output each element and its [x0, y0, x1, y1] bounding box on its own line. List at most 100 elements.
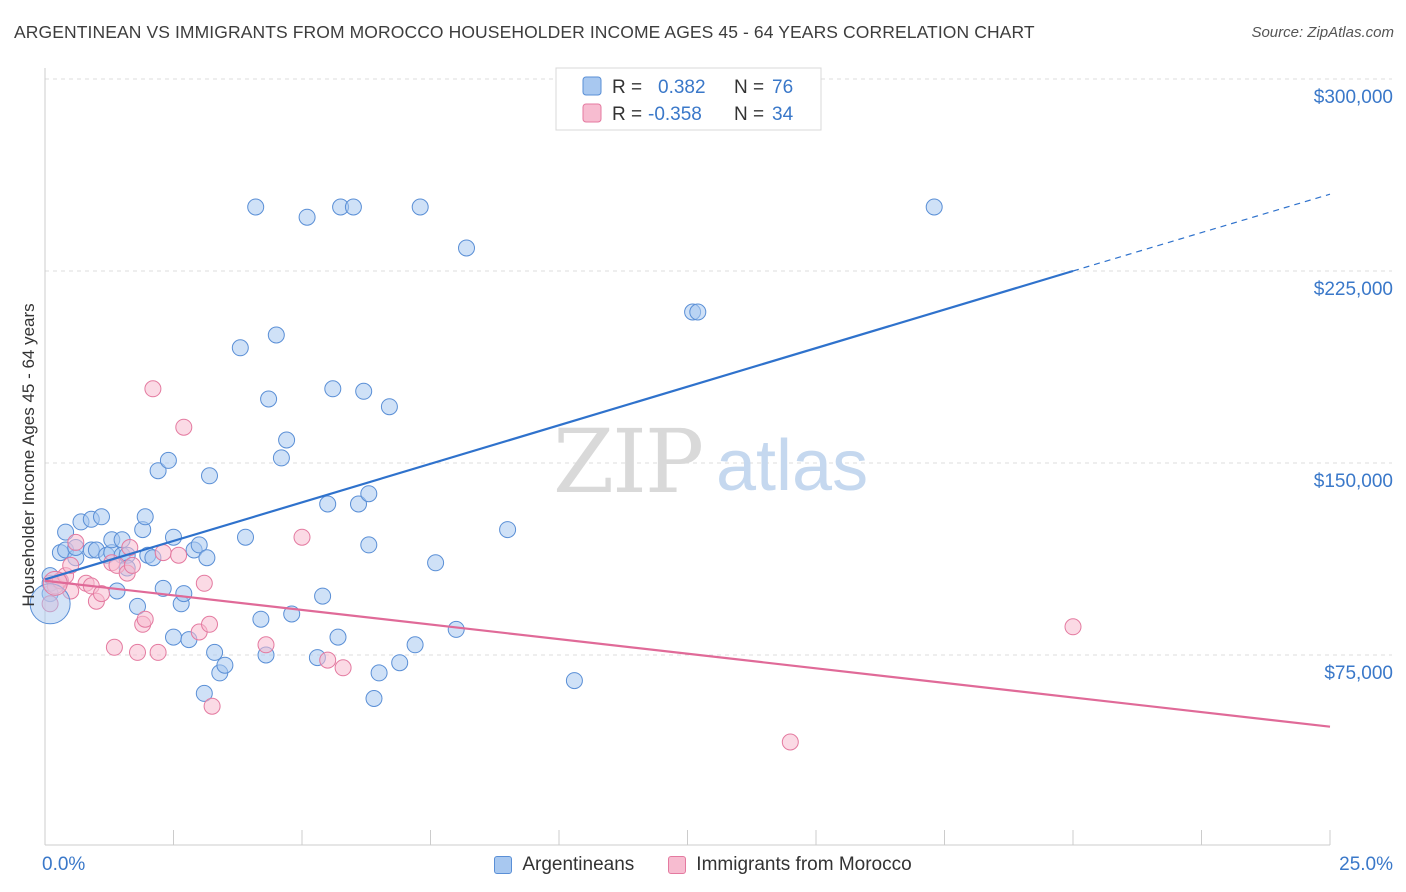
y-tick-label-0: $75,000 — [1324, 663, 1393, 684]
point-argentineans-28 — [154, 579, 172, 597]
point-argentineans-42 — [216, 656, 234, 674]
point-argentineans-77 — [689, 303, 707, 321]
point-morocco-4 — [62, 556, 80, 574]
point-morocco-22 — [154, 544, 172, 562]
point-argentineans-78 — [925, 198, 943, 216]
point-argentineans-40 — [206, 643, 224, 661]
point-morocco-27 — [201, 615, 218, 633]
point-argentineans-70 — [411, 198, 429, 216]
point-argentineans-49 — [267, 326, 285, 344]
stats-n-value-1: 76 — [772, 77, 793, 98]
point-morocco-31 — [319, 651, 337, 669]
stats-r-label-2: R = — [612, 104, 642, 125]
watermark: ZIP atlas — [553, 410, 868, 513]
point-argentineans-57 — [324, 380, 342, 398]
point-argentineans-56 — [319, 495, 337, 513]
stats-r-label-1: R = — [612, 77, 642, 98]
point-morocco-30 — [293, 528, 311, 546]
point-morocco-32 — [334, 659, 352, 677]
y-tick-label-1: $150,000 — [1314, 471, 1393, 492]
legend-label-argentineans: Argentineans — [522, 854, 635, 875]
point-morocco-17 — [129, 643, 146, 661]
point-argentineans-45 — [247, 198, 265, 216]
point-argentineans-27 — [149, 462, 167, 480]
trend-line-argentineans — [44, 269, 1074, 581]
trend-line-morocco — [44, 579, 1331, 728]
point-argentineans-43 — [231, 339, 249, 357]
point-argentineans-38 — [198, 549, 216, 567]
point-morocco-24 — [175, 418, 193, 436]
point-argentineans-71 — [427, 554, 445, 572]
point-morocco-29 — [257, 636, 275, 654]
point-argentineans-61 — [350, 495, 367, 513]
trend-line-argentineans-extension — [1072, 193, 1331, 272]
x-tick-label-0: 0.0% — [42, 854, 85, 875]
point-morocco-23 — [170, 546, 188, 564]
legend-swatch-pink — [668, 856, 687, 874]
point-argentineans-6 — [57, 523, 75, 541]
point-argentineans-29 — [159, 451, 177, 469]
point-argentineans-46 — [252, 610, 270, 628]
point-morocco-26 — [195, 574, 213, 592]
axes-layer — [44, 68, 1331, 846]
legend-label-morocco: Immigrants from Morocco — [696, 854, 912, 875]
series-morocco — [41, 380, 1082, 751]
point-argentineans-63 — [360, 536, 378, 554]
point-argentineans-62 — [355, 382, 373, 400]
stats-swatch-pink — [582, 103, 602, 123]
point-argentineans-48 — [260, 390, 278, 408]
stats-r-value-2: -0.358 — [648, 104, 702, 125]
point-argentineans-39 — [201, 467, 218, 485]
point-argentineans-66 — [370, 664, 388, 682]
point-argentineans-24 — [136, 508, 154, 526]
point-argentineans-73 — [458, 239, 475, 257]
point-morocco-34 — [1064, 618, 1082, 636]
point-argentineans-37 — [195, 684, 213, 702]
x-tick-labels: 0.0% 25.0% — [42, 854, 1393, 875]
point-argentineans-68 — [391, 654, 409, 672]
point-morocco-21 — [149, 643, 167, 661]
y-axis-label: Householder Income Ages 45 - 64 years — [19, 303, 38, 606]
point-argentineans-75 — [565, 672, 583, 690]
point-morocco-33 — [781, 733, 799, 751]
y-tick-label-2: $225,000 — [1314, 279, 1393, 300]
point-morocco-20 — [144, 380, 162, 398]
stats-r-value-1: 0.382 — [658, 77, 706, 98]
point-argentineans-36 — [190, 536, 208, 554]
legend-item-argentineans[interactable]: Argentineans — [494, 854, 634, 876]
stats-n-value-2: 34 — [772, 104, 794, 125]
point-morocco-28 — [203, 697, 221, 715]
chart-title: ARGENTINEAN VS IMMIGRANTS FROM MOROCCO H… — [14, 22, 1035, 42]
points-layer — [29, 198, 1082, 751]
point-morocco-19 — [136, 610, 154, 628]
grid-layer — [45, 78, 1392, 656]
point-argentineans-67 — [380, 398, 398, 416]
x-tick-label-1: 25.0% — [1339, 854, 1393, 875]
point-argentineans-58 — [329, 628, 347, 646]
point-argentineans-50 — [272, 449, 290, 467]
point-argentineans-60 — [344, 198, 362, 216]
point-argentineans-55 — [314, 587, 332, 605]
watermark-zip: ZIP — [553, 410, 702, 513]
point-argentineans-17 — [108, 582, 126, 600]
point-argentineans-69 — [406, 636, 424, 654]
point-argentineans-30 — [165, 628, 182, 646]
point-argentineans-33 — [175, 585, 193, 603]
point-morocco-16 — [123, 556, 141, 574]
bottom-legend: Argentineans Immigrants from Morocco — [0, 851, 1406, 879]
y-tick-label-3: $300,000 — [1314, 87, 1393, 108]
stats-legend: R = 0.382 N = 76 R = -0.358 N = 34 — [555, 67, 822, 131]
legend-item-morocco[interactable]: Immigrants from Morocco — [668, 854, 912, 876]
point-argentineans-13 — [93, 508, 110, 526]
point-morocco-15 — [121, 539, 139, 556]
point-morocco-10 — [93, 585, 110, 603]
point-argentineans-72 — [447, 620, 465, 638]
point-argentineans-53 — [298, 208, 316, 226]
legend-swatch-blue — [494, 856, 513, 874]
point-argentineans-65 — [365, 690, 383, 707]
stats-swatch-blue — [582, 76, 602, 96]
watermark-atlas: atlas — [716, 426, 868, 506]
point-morocco-12 — [105, 638, 123, 656]
point-argentineans-51 — [278, 431, 296, 449]
